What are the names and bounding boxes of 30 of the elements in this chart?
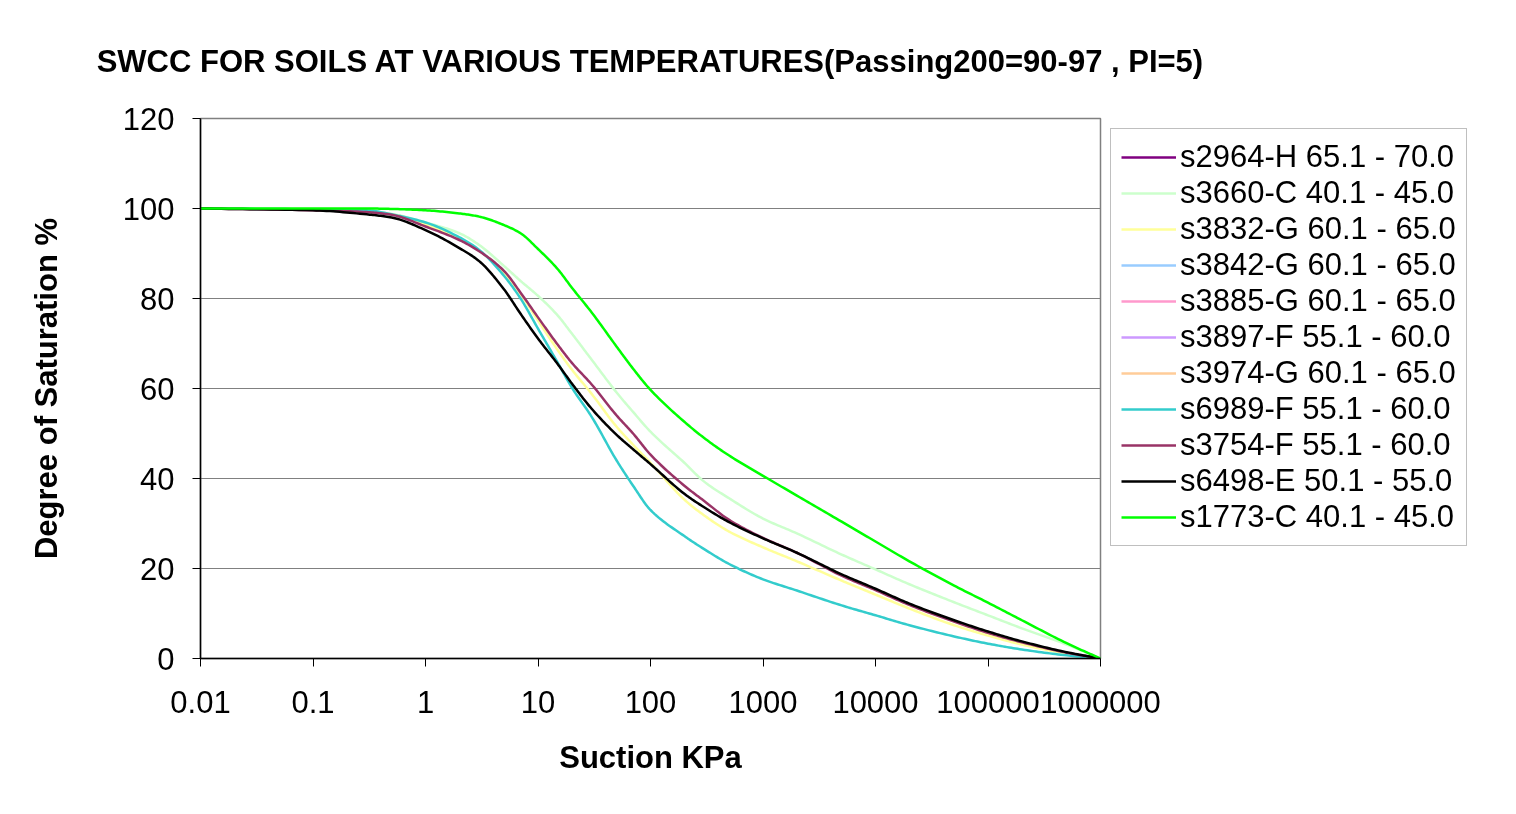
legend-label: s3885-G 60.1 - 65.0 — [1180, 283, 1456, 319]
x-tick-label: 10 — [520, 684, 556, 720]
y-axis-title: Degree of Saturation % — [28, 217, 64, 560]
y-tick-label: 0 — [157, 641, 175, 677]
legend-label: s6989-F 55.1 - 60.0 — [1180, 391, 1451, 427]
legend-label: s3832-G 60.1 - 65.0 — [1180, 211, 1456, 247]
legend-label: s3974-G 60.1 - 65.0 — [1180, 355, 1456, 391]
y-tick-label: 20 — [140, 551, 175, 587]
x-tick-label: 0.1 — [291, 684, 335, 720]
legend-label: s3754-F 55.1 - 60.0 — [1180, 427, 1451, 463]
legend-label: s1773-C 40.1 - 45.0 — [1180, 499, 1455, 535]
x-tick-label: 100 — [624, 684, 677, 720]
y-tick-label: 80 — [140, 281, 175, 317]
legend-label: s3660-C 40.1 - 45.0 — [1180, 175, 1455, 211]
chart-title: SWCC FOR SOILS AT VARIOUS TEMPERATURES(Passing200=90-97 , PI=5) — [96, 43, 1204, 79]
x-tick-label: 0.01 — [170, 684, 231, 720]
x-axis-title: Suction KPa — [559, 739, 743, 775]
y-tick-label: 120 — [122, 101, 175, 137]
x-tick-label: 10000 — [832, 684, 919, 720]
x-tick-label: 1000000 — [1040, 684, 1161, 720]
y-tick-label: 100 — [122, 191, 175, 227]
x-tick-label: 1000 — [728, 684, 798, 720]
legend-label: s3842-G 60.1 - 65.0 — [1180, 247, 1456, 283]
x-tick-label: 100000 — [936, 684, 1040, 720]
legend-label: s6498-E 50.1 - 55.0 — [1180, 463, 1453, 499]
legend-label: s3897-F 55.1 - 60.0 — [1180, 319, 1451, 355]
y-tick-label: 60 — [140, 371, 175, 407]
x-tick-label: 1 — [416, 684, 435, 720]
y-tick-label: 40 — [140, 461, 175, 497]
legend-label: s2964-H 65.1 - 70.0 — [1180, 139, 1455, 175]
